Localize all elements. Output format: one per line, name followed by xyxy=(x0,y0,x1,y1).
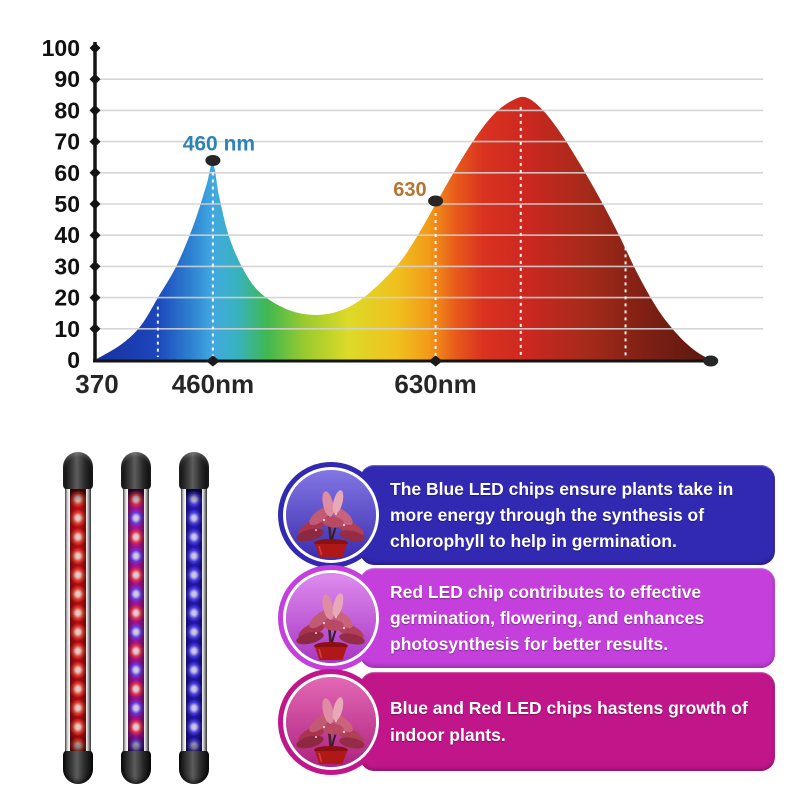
tube-glass xyxy=(123,489,149,751)
y-axis-label: 10 xyxy=(54,316,80,342)
plant-under-red-grow-light xyxy=(283,570,379,666)
plant-photo xyxy=(286,470,376,560)
peak-annotation-630: 630 xyxy=(393,179,426,201)
red-led-strip xyxy=(70,489,86,751)
x-axis-label: 460nm xyxy=(172,369,254,399)
curve-marker-dot xyxy=(703,355,719,367)
y-tick-marker xyxy=(89,198,101,210)
y-axis-label: 100 xyxy=(42,35,80,61)
y-tick-marker xyxy=(89,323,101,335)
y-axis-label: 60 xyxy=(54,160,80,186)
tube-end-cap xyxy=(63,452,93,490)
tube-end-cap xyxy=(179,750,209,784)
tube-end-cap xyxy=(63,750,93,784)
spectrum-area xyxy=(95,96,711,360)
led-tubes-photo xyxy=(0,0,260,800)
plant-photo xyxy=(286,676,376,767)
tube-glass xyxy=(181,489,207,751)
blue-led-tube xyxy=(179,452,209,784)
callout-2: Red LED chip contributes to effective ge… xyxy=(360,568,775,668)
y-axis-label: 0 xyxy=(67,347,80,373)
red-led-tube xyxy=(63,452,93,784)
plant-under-red-blue-grow-light xyxy=(283,673,379,770)
y-axis-label: 70 xyxy=(54,129,80,155)
y-tick-marker xyxy=(89,104,101,116)
curve-marker-dot xyxy=(205,154,221,166)
y-tick-marker xyxy=(89,260,101,272)
spectrum-chart: 0 10 20 30 40 50 60 70 80 90 100 370 460nm 630nm 460 n… xyxy=(42,35,763,399)
baseline-marker xyxy=(205,355,220,367)
peak-annotation-460: 460 nm xyxy=(183,132,255,155)
y-tick-marker xyxy=(89,73,101,85)
x-axis-label: 370 xyxy=(75,369,118,399)
callout-text-3: Blue and Red LED chips hastens growth of… xyxy=(390,698,748,745)
y-axis-label: 30 xyxy=(54,253,80,279)
tube-glass xyxy=(65,489,91,751)
y-tick-marker xyxy=(89,167,101,179)
curve-marker-dot xyxy=(428,195,444,207)
plant-illustration xyxy=(296,593,365,660)
y-axis-label: 90 xyxy=(54,66,80,92)
callout-text-2: Red LED chip contributes to effective ge… xyxy=(390,581,705,655)
callout-3: Blue and Red LED chips hastens growth of… xyxy=(360,672,775,771)
callout-1: The Blue LED chips ensure plants take in… xyxy=(360,465,775,565)
red-and-blue-led-tube xyxy=(121,452,151,784)
plant-under-blue-grow-light xyxy=(283,467,379,563)
red-blue-led-strip xyxy=(128,489,144,751)
y-axis-label: 50 xyxy=(54,191,80,217)
tube-end-cap xyxy=(121,750,151,784)
plant-illustration xyxy=(296,696,365,764)
baseline-marker xyxy=(428,355,443,367)
tube-end-cap xyxy=(179,452,209,490)
y-tick-marker xyxy=(89,229,101,241)
callout-text-1: The Blue LED chips ensure plants take in… xyxy=(390,478,734,552)
y-tick-marker xyxy=(89,42,101,54)
x-axis-label: 630nm xyxy=(394,369,476,399)
blue-led-strip xyxy=(186,489,202,751)
y-axis-label: 20 xyxy=(54,285,80,311)
y-tick-marker xyxy=(89,136,101,148)
plant-illustration xyxy=(296,490,365,557)
y-axis-label: 80 xyxy=(54,97,80,123)
y-tick-marker xyxy=(89,292,101,304)
y-axis-label: 40 xyxy=(54,222,80,248)
plant-photo xyxy=(286,573,376,663)
tube-end-cap xyxy=(121,452,151,490)
